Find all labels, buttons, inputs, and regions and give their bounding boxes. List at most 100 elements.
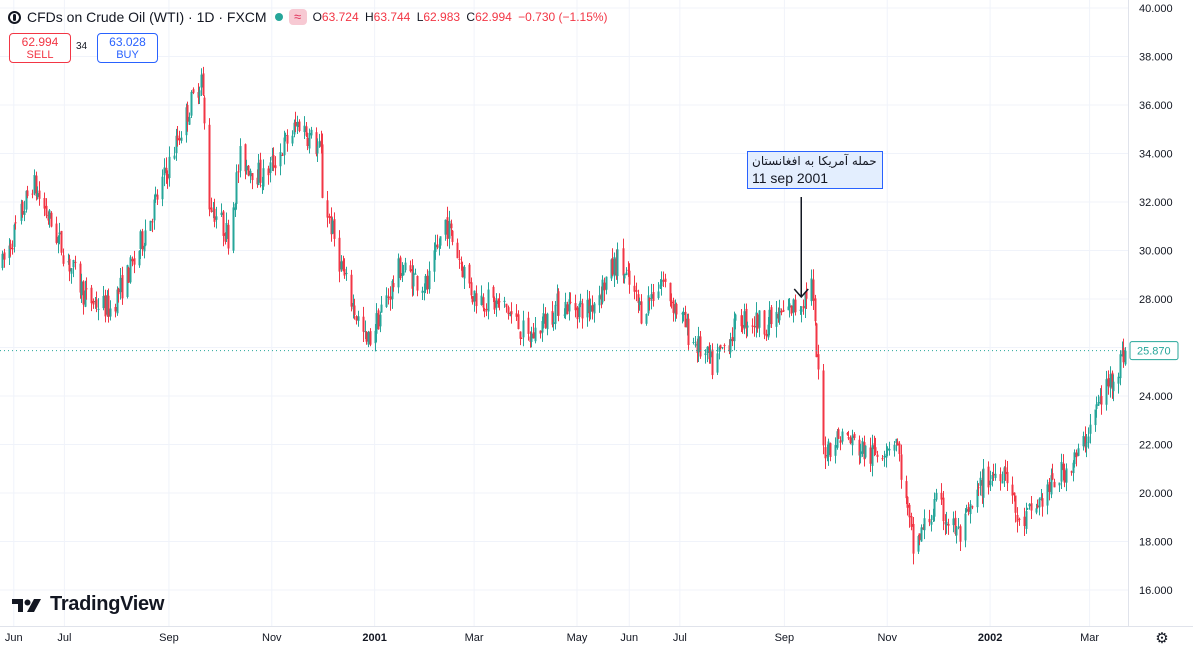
candle-body — [251, 173, 254, 180]
candle-body — [1048, 482, 1051, 492]
candle-body — [283, 137, 286, 156]
candle-body — [60, 230, 63, 253]
candle-body — [80, 281, 83, 296]
candle-body — [259, 159, 262, 183]
candle-body — [792, 299, 795, 313]
buy-button[interactable]: 63.028 BUY — [97, 33, 158, 63]
candle-body — [847, 437, 850, 439]
candle-body — [579, 300, 582, 305]
candle-body — [353, 305, 356, 315]
candle-body — [507, 307, 510, 315]
candle-body — [601, 279, 604, 303]
candle-body — [92, 300, 95, 305]
gear-icon[interactable]: ⚙ — [1155, 630, 1169, 647]
event-annotation[interactable]: حمله آمریکا به افغانستان 11 sep 2001 — [747, 151, 883, 189]
symbol-title[interactable]: CFDs on Crude Oil (WTI) · 1D · FXCM — [27, 9, 267, 25]
candle-body — [817, 354, 820, 370]
candle-body — [898, 443, 901, 455]
candle-body — [778, 308, 781, 321]
candle-body — [780, 310, 783, 313]
candle-body — [1006, 471, 1009, 484]
candle-body — [471, 296, 474, 303]
candle-body — [576, 307, 579, 320]
candle-body — [982, 468, 985, 498]
candle-body — [433, 250, 436, 272]
candle-body — [1014, 495, 1017, 513]
brand[interactable]: TradingView — [12, 593, 164, 616]
candle-body — [1124, 350, 1127, 365]
y-tick-label: 24.000 — [1139, 391, 1173, 403]
candle-body — [834, 445, 837, 456]
candle-body — [745, 308, 748, 329]
candle-body — [1073, 452, 1076, 465]
sell-button[interactable]: 62.994 SELL — [9, 33, 71, 63]
candle-body — [509, 312, 512, 317]
candle-body — [706, 346, 709, 353]
candle-body — [458, 258, 461, 260]
candle-body — [144, 230, 147, 246]
candle-body — [23, 210, 26, 215]
candle-body — [48, 210, 51, 219]
candle-body — [541, 320, 544, 333]
candle-body — [746, 325, 749, 328]
candle-body — [1077, 448, 1080, 456]
candle-body — [957, 526, 960, 528]
y-tick-label: 40.000 — [1139, 3, 1173, 15]
candle-body — [876, 454, 879, 457]
candle-body — [743, 311, 746, 328]
candle-body — [552, 322, 555, 325]
candle-body — [423, 291, 426, 293]
candle-body — [116, 289, 119, 314]
x-tick-label: 2002 — [978, 632, 1002, 644]
candle-body — [55, 223, 58, 243]
candle-body — [551, 311, 554, 325]
candle-body — [635, 290, 638, 292]
candle-body — [519, 331, 522, 339]
y-tick-label: 22.000 — [1139, 440, 1173, 452]
wave-icon[interactable]: ≈ — [288, 9, 307, 25]
candle-body — [734, 314, 737, 321]
candle-body — [945, 521, 948, 526]
x-tick-label: Mar — [465, 632, 484, 644]
candle-body — [141, 231, 144, 250]
y-tick-label: 36.000 — [1139, 100, 1173, 112]
high-label: H — [364, 10, 374, 24]
candle-body — [616, 249, 619, 277]
candle-body — [492, 286, 495, 298]
candle-body — [622, 248, 625, 276]
market-status-dot-icon[interactable] — [274, 13, 283, 21]
candle-body — [131, 259, 134, 262]
close-value: 62.994 — [475, 10, 512, 24]
candle-body — [1016, 514, 1019, 522]
candle-body — [574, 303, 577, 311]
annotation-arrow-head — [793, 288, 809, 299]
candle-body — [114, 306, 117, 312]
candle-body — [1075, 452, 1078, 458]
candle-body — [365, 331, 368, 342]
symbol-legend: CFDs on Crude Oil (WTI) · 1D · FXCM ≈ O 6… — [8, 6, 612, 28]
candle-body — [964, 513, 967, 541]
candle-body — [58, 232, 61, 235]
candle-body — [412, 272, 415, 287]
x-tick-label: Jun — [5, 632, 23, 644]
chart-grid — [0, 0, 1128, 626]
candle-body — [355, 316, 358, 321]
candle-body — [70, 268, 73, 274]
candle-body — [342, 260, 345, 272]
candle-body — [274, 165, 277, 169]
candle-body — [640, 301, 643, 324]
candle-body — [262, 168, 265, 187]
open-label: O — [312, 10, 322, 24]
candle-body — [249, 170, 252, 177]
candle-body — [923, 518, 926, 531]
candle-body — [173, 155, 176, 159]
tradingview-logo-icon — [12, 597, 44, 613]
candle-body — [421, 290, 424, 293]
candle-body — [787, 306, 790, 311]
candle-body — [326, 200, 329, 218]
candle-body — [905, 481, 908, 499]
candle-body — [35, 175, 38, 196]
candle-body — [198, 90, 201, 97]
candle-body — [1119, 354, 1122, 379]
